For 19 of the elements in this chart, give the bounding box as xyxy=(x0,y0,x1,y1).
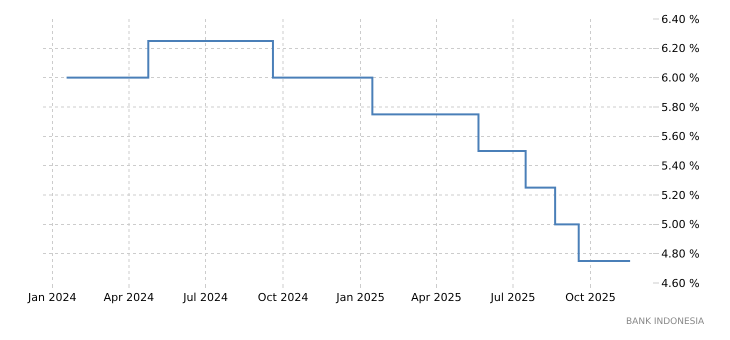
x-tick-label: Jul 2024 xyxy=(182,291,228,304)
y-tick-label: 5.60 % xyxy=(661,130,700,144)
x-tick-label: Oct 2025 xyxy=(565,291,616,304)
x-tick-label: Jan 2025 xyxy=(335,291,385,304)
x-tick-label: Apr 2024 xyxy=(104,291,154,304)
x-tick-label: Apr 2025 xyxy=(411,291,462,304)
text: BANK INDONESIA xyxy=(626,317,706,327)
y-tick-label: 6.00 % xyxy=(661,72,700,85)
y-tick-label: 6.20 % xyxy=(661,42,700,56)
y-tick-label: 6.40 % xyxy=(661,12,700,26)
x-tick-label: Jan 2024 xyxy=(27,291,76,304)
y-tick-label: 5.40 % xyxy=(661,160,700,173)
y-tick-label: 5.20 % xyxy=(661,188,700,202)
y-tick-label: 5.80 % xyxy=(661,100,700,114)
x-tick-label: Oct 2024 xyxy=(258,291,308,304)
x-tick-label: Jul 2025 xyxy=(490,291,536,304)
y-tick-label: 4.80 % xyxy=(661,248,700,261)
y-tick-label: 4.60 % xyxy=(661,276,700,290)
y-tick-label: 5.00 % xyxy=(661,218,700,232)
